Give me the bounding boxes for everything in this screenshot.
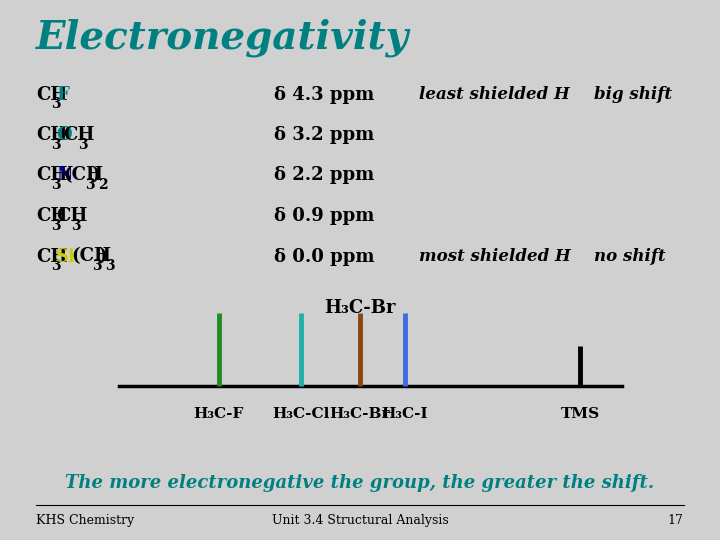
Text: KHS Chemistry: KHS Chemistry xyxy=(36,514,135,527)
Text: Unit 3.4 Structural Analysis: Unit 3.4 Structural Analysis xyxy=(271,514,449,527)
Text: 3: 3 xyxy=(92,259,102,273)
Text: O: O xyxy=(56,126,72,144)
Text: CH: CH xyxy=(36,207,68,225)
Text: (CH: (CH xyxy=(71,247,111,266)
Text: 3: 3 xyxy=(85,178,95,192)
Text: H₃C-F: H₃C-F xyxy=(194,407,244,421)
Text: CH: CH xyxy=(56,207,88,225)
Text: δ 3.2 ppm: δ 3.2 ppm xyxy=(274,126,374,144)
Text: δ 2.2 ppm: δ 2.2 ppm xyxy=(274,166,374,185)
Text: F: F xyxy=(56,85,69,104)
Text: no shift: no shift xyxy=(594,248,666,265)
Text: δ 0.9 ppm: δ 0.9 ppm xyxy=(274,207,374,225)
Text: most shielded H: most shielded H xyxy=(418,248,570,265)
Text: (CH: (CH xyxy=(63,166,104,185)
Text: H₃C-Br: H₃C-Br xyxy=(324,299,396,317)
Text: 17: 17 xyxy=(668,514,684,527)
Text: big shift: big shift xyxy=(594,86,672,103)
Text: H₃C-Cl: H₃C-Cl xyxy=(273,407,330,421)
Text: CH: CH xyxy=(36,166,68,185)
Text: least shielded H: least shielded H xyxy=(418,86,570,103)
Text: Electronegativity: Electronegativity xyxy=(36,19,410,57)
Text: CH: CH xyxy=(36,247,68,266)
Text: ): ) xyxy=(98,247,107,266)
Text: CH: CH xyxy=(63,126,95,144)
Text: TMS: TMS xyxy=(561,407,600,421)
Text: δ 4.3 ppm: δ 4.3 ppm xyxy=(274,85,374,104)
Text: 3: 3 xyxy=(50,97,60,111)
Text: 3: 3 xyxy=(50,219,60,233)
Text: 3: 3 xyxy=(71,219,81,233)
Text: The more electronegative the group, the greater the shift.: The more electronegative the group, the … xyxy=(66,474,654,492)
Text: 3: 3 xyxy=(50,138,60,152)
Text: 2: 2 xyxy=(98,178,108,192)
Text: CH: CH xyxy=(36,85,68,104)
Text: 3: 3 xyxy=(50,259,60,273)
Text: H₃C-I: H₃C-I xyxy=(382,407,428,421)
Text: CH: CH xyxy=(36,126,68,144)
Text: H₃C-Br: H₃C-Br xyxy=(330,407,390,421)
Text: ): ) xyxy=(91,166,99,185)
Text: 3: 3 xyxy=(105,259,115,273)
Text: 3: 3 xyxy=(78,138,88,152)
Text: 3: 3 xyxy=(50,178,60,192)
Text: δ 0.0 ppm: δ 0.0 ppm xyxy=(274,247,374,266)
Text: N: N xyxy=(56,166,73,185)
Text: Si: Si xyxy=(56,247,76,266)
